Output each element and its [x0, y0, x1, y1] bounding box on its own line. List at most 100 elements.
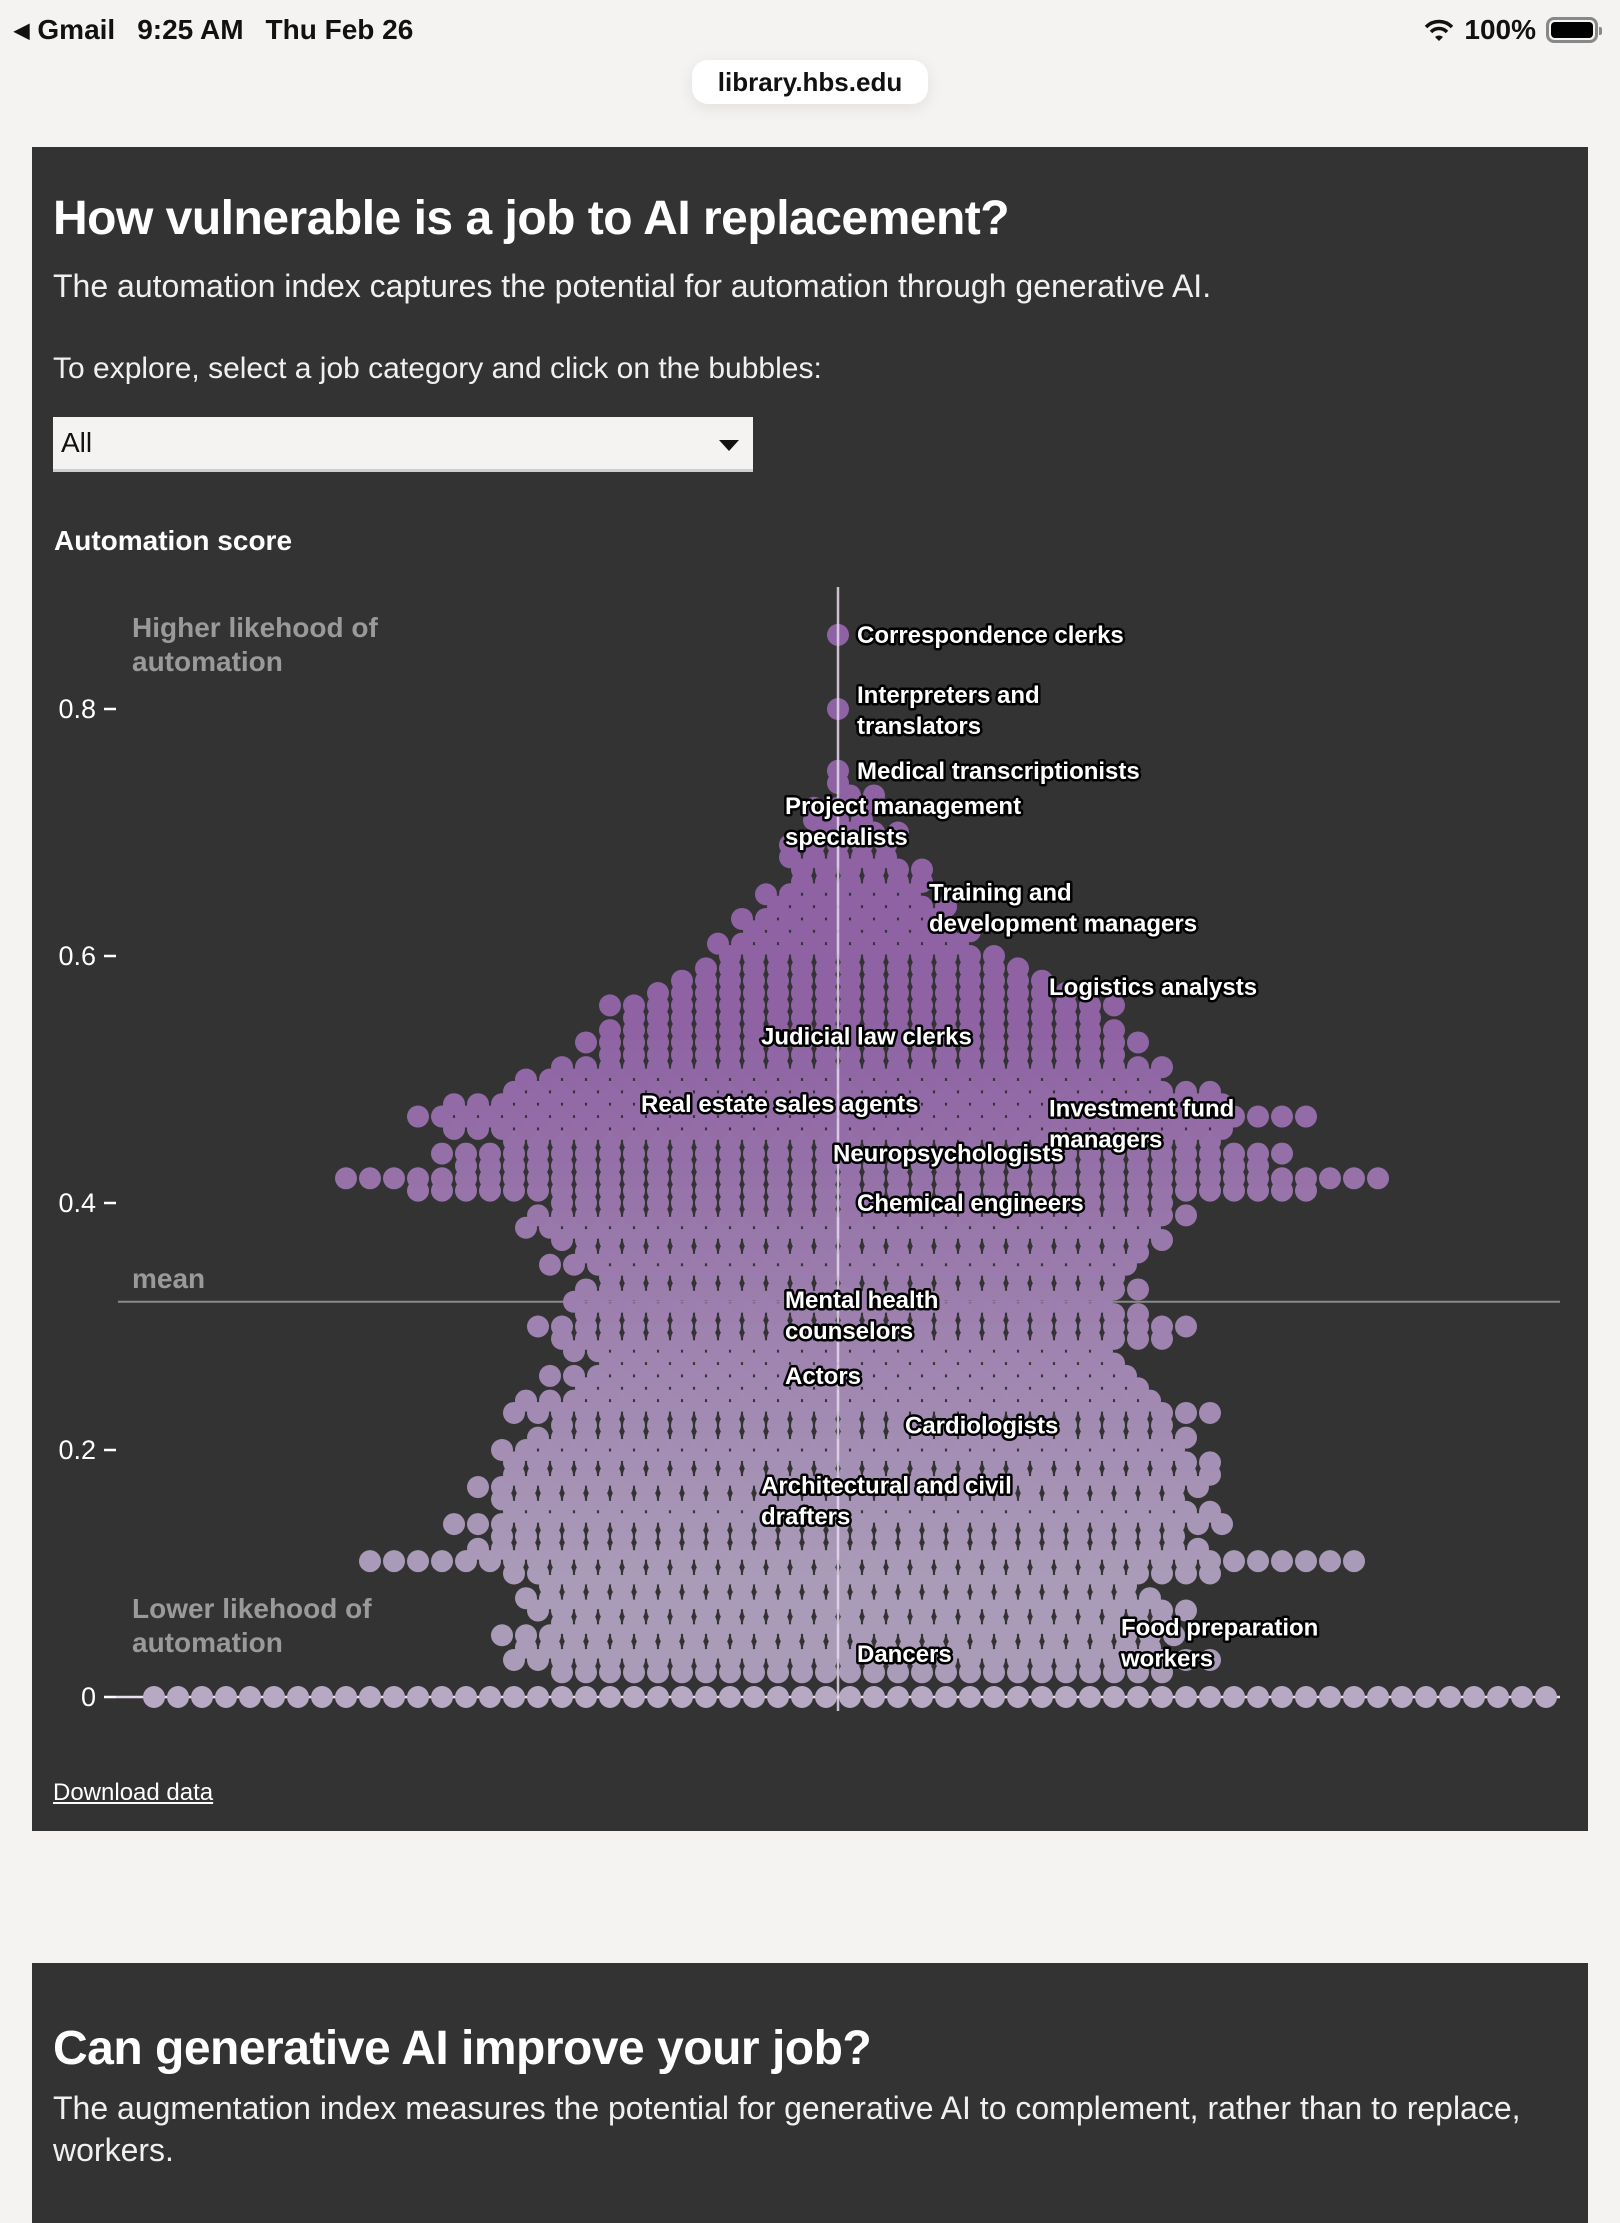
job-bubble[interactable]: [599, 1686, 621, 1708]
job-bubble[interactable]: [239, 1686, 261, 1708]
job-bubble[interactable]: [515, 1068, 537, 1091]
job-bubble[interactable]: [719, 1686, 741, 1708]
job-bubble[interactable]: [467, 1476, 489, 1499]
job-bubble[interactable]: [431, 1550, 453, 1573]
job-bubble[interactable]: [167, 1686, 189, 1708]
job-bubble[interactable]: [575, 1031, 597, 1054]
job-bubble[interactable]: [623, 994, 645, 1017]
job-bubble[interactable]: [695, 1686, 717, 1708]
job-bubble[interactable]: [563, 1364, 585, 1387]
job-bubble[interactable]: [1079, 1686, 1101, 1708]
job-bubble[interactable]: [1247, 1142, 1269, 1165]
job-bubble[interactable]: [1079, 994, 1101, 1017]
job-bubble[interactable]: [911, 1686, 933, 1708]
job-bubble[interactable]: [575, 1278, 597, 1301]
job-bubble[interactable]: [1199, 1686, 1221, 1708]
job-bubble[interactable]: [551, 1056, 573, 1079]
job-bubble[interactable]: [1175, 1315, 1197, 1338]
job-bubble[interactable]: [1223, 1686, 1245, 1708]
job-bubble[interactable]: [1343, 1550, 1365, 1573]
job-bubble[interactable]: [383, 1686, 405, 1708]
job-bubble[interactable]: [1151, 1315, 1173, 1338]
job-bubble[interactable]: [1295, 1167, 1317, 1190]
job-bubble[interactable]: [1103, 1019, 1125, 1042]
job-bubble[interactable]: [1007, 1686, 1029, 1708]
job-bubble[interactable]: [491, 1624, 513, 1647]
job-bubble[interactable]: [1199, 1648, 1221, 1671]
job-bubble[interactable]: [1127, 1056, 1149, 1079]
job-bubble[interactable]: [527, 1204, 549, 1227]
job-bubble[interactable]: [599, 1019, 621, 1042]
job-bubble[interactable]: [335, 1167, 357, 1190]
job-bubble[interactable]: [791, 1686, 813, 1708]
job-bubble[interactable]: [1319, 1167, 1341, 1190]
job-bubble[interactable]: [1007, 957, 1029, 980]
job-bubble[interactable]: [1187, 1537, 1209, 1560]
job-bubble[interactable]: [467, 1537, 489, 1560]
job-category-select[interactable]: All: [53, 417, 753, 472]
job-bubble[interactable]: [1247, 1550, 1269, 1573]
job-bubble[interactable]: [1175, 1426, 1197, 1449]
job-bubble[interactable]: [1271, 1550, 1293, 1573]
job-bubble[interactable]: [1271, 1142, 1293, 1165]
job-bubble[interactable]: [515, 1587, 537, 1610]
job-bubble[interactable]: [1319, 1550, 1341, 1573]
job-bubble[interactable]: [1139, 1587, 1161, 1610]
job-bubble[interactable]: [143, 1686, 165, 1708]
job-bubble[interactable]: [887, 821, 909, 844]
job-bubble[interactable]: [1295, 1550, 1317, 1573]
job-bubble[interactable]: [1175, 1686, 1197, 1708]
job-bubble[interactable]: [359, 1167, 381, 1190]
job-bubble[interactable]: [263, 1686, 285, 1708]
job-bubble[interactable]: [311, 1686, 333, 1708]
job-bubble[interactable]: [647, 982, 669, 1005]
job-bubble[interactable]: [1031, 969, 1053, 992]
job-bubble[interactable]: [1175, 1648, 1197, 1671]
job-bubble[interactable]: [1271, 1167, 1293, 1190]
job-bubble[interactable]: [1295, 1686, 1317, 1708]
job-bubble[interactable]: [983, 945, 1005, 967]
job-bubble[interactable]: [431, 1686, 453, 1708]
job-bubble[interactable]: [839, 1686, 861, 1708]
job-bubble[interactable]: [431, 1142, 453, 1165]
job-bubble[interactable]: [527, 1686, 549, 1708]
job-bubble[interactable]: [1199, 1451, 1221, 1474]
job-bubble[interactable]: [407, 1686, 429, 1708]
job-bubble[interactable]: [455, 1142, 477, 1165]
job-bubble[interactable]: [671, 969, 693, 992]
job-bubble[interactable]: [959, 920, 981, 943]
job-bubble[interactable]: [431, 1167, 453, 1190]
job-bubble[interactable]: [407, 1550, 429, 1573]
job-bubble[interactable]: [1103, 994, 1125, 1017]
job-bubble[interactable]: [539, 1253, 561, 1276]
job-bubble[interactable]: [887, 1686, 909, 1708]
job-bubble[interactable]: [551, 1315, 573, 1338]
job-bubble[interactable]: [1367, 1167, 1389, 1190]
job-bubble[interactable]: [1415, 1686, 1437, 1708]
job-bubble[interactable]: [1055, 1686, 1077, 1708]
job-bubble[interactable]: [959, 1686, 981, 1708]
job-bubble[interactable]: [1199, 1500, 1221, 1523]
job-bubble[interactable]: [1535, 1686, 1557, 1708]
job-bubble[interactable]: [539, 1389, 561, 1412]
job-bubble[interactable]: [1055, 982, 1077, 1005]
job-bubble[interactable]: [1175, 1599, 1197, 1622]
job-bubble[interactable]: [467, 1093, 489, 1116]
back-arrow-icon[interactable]: ◀: [14, 19, 30, 42]
job-bubble[interactable]: [455, 1686, 477, 1708]
job-bubble[interactable]: [551, 1686, 573, 1708]
job-bubble[interactable]: [1271, 1105, 1293, 1128]
job-bubble[interactable]: [1343, 1167, 1365, 1190]
job-bubble[interactable]: [515, 1389, 537, 1412]
job-bubble[interactable]: [359, 1686, 381, 1708]
job-bubble[interactable]: [191, 1686, 213, 1708]
job-bubble[interactable]: [479, 1142, 501, 1165]
job-bubble[interactable]: [1127, 1278, 1149, 1301]
back-app-label[interactable]: Gmail: [37, 14, 116, 45]
job-bubble[interactable]: [1151, 1686, 1173, 1708]
job-bubble[interactable]: [779, 833, 801, 856]
job-bubble[interactable]: [575, 1056, 597, 1079]
job-bubble[interactable]: [1247, 1105, 1269, 1128]
job-bubble[interactable]: [815, 1686, 837, 1708]
job-bubble[interactable]: [539, 1364, 561, 1387]
